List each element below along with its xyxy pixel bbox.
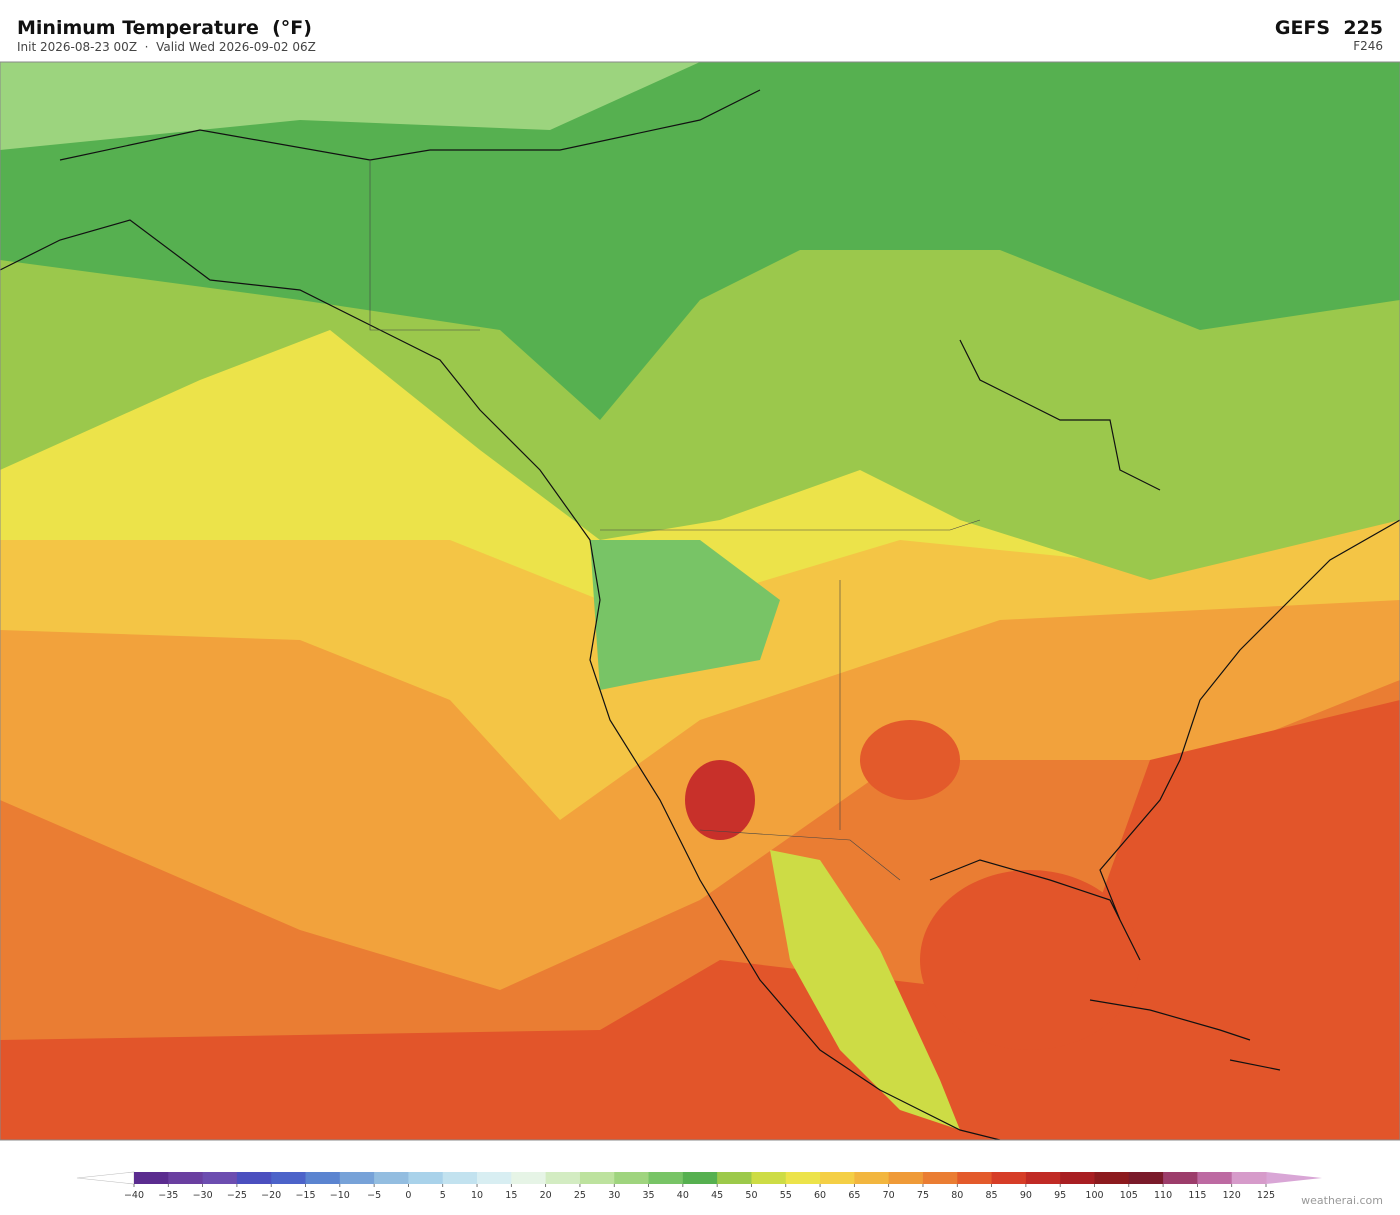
colorbar-tick-label: 60 — [814, 1190, 826, 1201]
colorbar-bin — [236, 1172, 272, 1184]
colorbar-tick-label: −30 — [193, 1190, 213, 1201]
colorbar-bin — [271, 1172, 307, 1184]
colorbar-tick-label: 65 — [848, 1190, 860, 1201]
colorbar-tick-label: −10 — [330, 1190, 350, 1201]
colorbar-tick-label: 0 — [405, 1190, 411, 1201]
colorbar-bin — [820, 1172, 855, 1184]
colorbar-bin — [1128, 1172, 1164, 1184]
colorbar-bin — [991, 1172, 1027, 1184]
colorbar-tick-label: 75 — [917, 1190, 929, 1201]
colorbar-tick-label: −35 — [158, 1190, 178, 1201]
colorbar-tick-label: 125 — [1257, 1190, 1275, 1201]
title: Minimum Temperature (°F) — [17, 17, 312, 39]
colorbar-bin — [648, 1172, 684, 1184]
colorbar-bin — [1094, 1172, 1130, 1184]
colorbar-tick-label: 35 — [642, 1190, 654, 1201]
colorbar-tick-label: 115 — [1188, 1190, 1206, 1201]
colorbar-tick-label: −40 — [124, 1190, 144, 1201]
colorbar-tick-label: 25 — [574, 1190, 586, 1201]
colorbar-tick-label: 105 — [1120, 1190, 1138, 1201]
colorbar-bin — [305, 1172, 341, 1184]
colorbar-tick-label: 95 — [1054, 1190, 1066, 1201]
model-name: GEFS 225 — [1275, 17, 1383, 39]
colorbar-bin — [1060, 1172, 1095, 1184]
colorbar-bin — [408, 1172, 444, 1184]
colorbar-tick-label: 80 — [951, 1190, 963, 1201]
colorbar-bin — [168, 1172, 204, 1184]
colorbar-bin — [854, 1172, 890, 1184]
colorbar-tick-label: 10 — [471, 1190, 483, 1201]
colorbar-bin — [545, 1172, 581, 1184]
colorbar-bin — [1231, 1172, 1267, 1184]
colorbar-tick-label: 5 — [440, 1190, 446, 1201]
colorbar-bin — [374, 1172, 409, 1184]
forecast-hour: F246 — [1353, 39, 1383, 53]
colorbar-bin — [339, 1172, 375, 1184]
colorbar-tick-label: 50 — [745, 1190, 757, 1201]
colorbar-bin — [922, 1172, 958, 1184]
colorbar-bin — [477, 1172, 512, 1184]
colorbar-tick-label: 15 — [505, 1190, 517, 1201]
colorbar-tick-label: 90 — [1020, 1190, 1032, 1201]
colorbar-tick-label: 100 — [1085, 1190, 1103, 1201]
colorbar-bin — [785, 1172, 821, 1184]
colorbar-tick-label: −25 — [227, 1190, 247, 1201]
colorbar-tick-label: 70 — [883, 1190, 895, 1201]
colorbar-tick-label: 120 — [1223, 1190, 1241, 1201]
colorbar-bin — [511, 1172, 547, 1184]
colorbar-tick-label: −5 — [367, 1190, 381, 1201]
colorbar-bin — [1025, 1172, 1061, 1184]
colorbar-bin — [682, 1172, 718, 1184]
colorbar-bin — [202, 1172, 238, 1184]
colorbar-under — [76, 1171, 135, 1185]
colorbar-tick-label: 110 — [1154, 1190, 1172, 1201]
colorbar-bin — [1163, 1172, 1198, 1184]
colorbar-bin — [717, 1172, 752, 1184]
colorbar-bin — [442, 1172, 478, 1184]
subtitle: Init 2026-08-23 00Z · Valid Wed 2026-09-… — [17, 40, 316, 54]
colorbar-tick-label: 45 — [711, 1190, 723, 1201]
colorbar-tick-label: 30 — [608, 1190, 620, 1201]
colorbar-bin — [134, 1172, 169, 1184]
colorbar-bin — [888, 1172, 924, 1184]
colorbar-bin — [614, 1172, 650, 1184]
colorbar-bin — [751, 1172, 787, 1184]
colorbar-bin — [579, 1172, 615, 1184]
colorbar-tick-label: 20 — [540, 1190, 552, 1201]
colorbar: −40 −35 −30 −25 −20 −15 −10 −5 0 5 10 15 20 25 30 35 40 4… — [76, 1171, 1322, 1201]
colorbar-tick-label: 40 — [677, 1190, 689, 1201]
colorbar-bin — [957, 1172, 993, 1184]
colorbar-tick-label: −20 — [261, 1190, 281, 1201]
colorbar-tick-label: −15 — [295, 1190, 315, 1201]
watermark: weatherai.com — [1301, 1194, 1383, 1207]
colorbar-over — [1266, 1172, 1322, 1184]
map — [0, 61, 1400, 1141]
colorbar-tick-label: 55 — [780, 1190, 792, 1201]
colorbar-tick-label: 85 — [986, 1190, 998, 1201]
colorbar-bin — [1197, 1172, 1233, 1184]
